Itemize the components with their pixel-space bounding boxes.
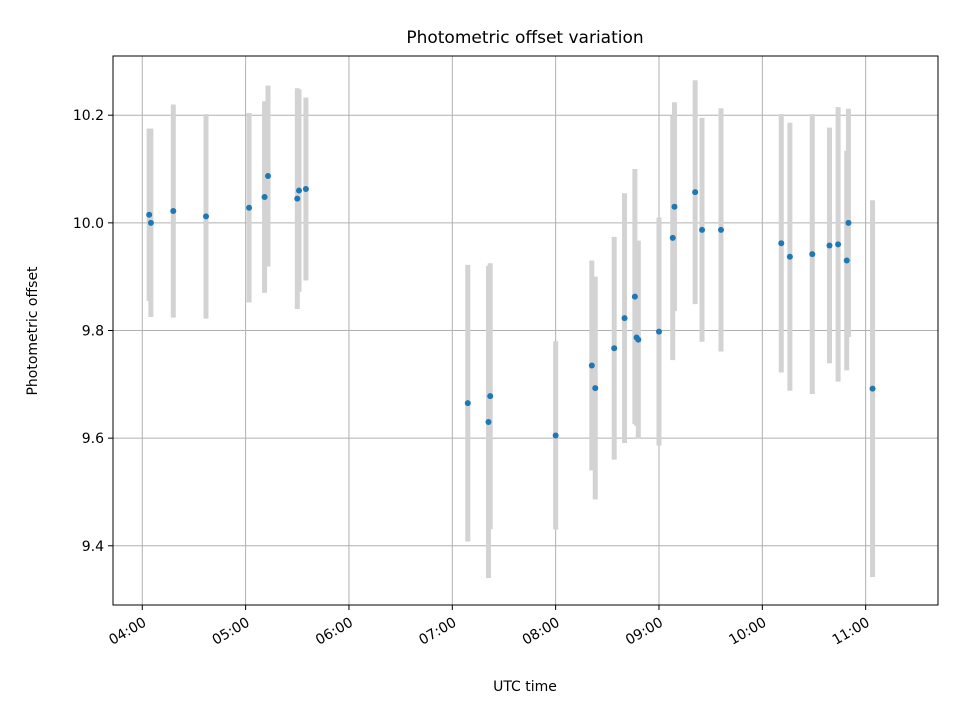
data-point — [655, 328, 662, 335]
data-point — [203, 213, 210, 220]
data-point — [671, 203, 678, 210]
data-point — [669, 234, 676, 241]
data-point — [611, 345, 618, 352]
data-point — [635, 336, 642, 343]
data-point — [146, 211, 153, 218]
data-point — [147, 219, 154, 226]
data-point — [302, 185, 309, 192]
data-point — [631, 293, 638, 300]
y-axis-label: Photometric offset — [25, 266, 41, 396]
data-point — [845, 219, 852, 226]
data-point — [294, 195, 301, 202]
y-tick-label: 9.4 — [82, 539, 104, 555]
data-point — [869, 385, 876, 392]
data-point — [621, 315, 628, 322]
data-points — [146, 173, 876, 439]
data-point — [778, 240, 785, 247]
y-axis: 9.4 9.6 9.8 10.0 10.2 — [73, 108, 113, 555]
data-point — [835, 241, 842, 248]
data-point — [826, 242, 833, 249]
y-tick-label: 9.8 — [82, 324, 104, 340]
y-tick-label: 9.6 — [82, 431, 104, 447]
data-point — [246, 204, 253, 211]
data-point — [692, 189, 699, 196]
data-point — [261, 194, 268, 201]
data-point — [464, 400, 471, 407]
y-tick-label: 10.0 — [73, 216, 104, 232]
chart-title: Photometric offset variation — [406, 28, 643, 48]
data-point — [296, 187, 303, 194]
data-point — [809, 251, 816, 258]
data-point — [592, 385, 599, 392]
data-point — [170, 208, 177, 215]
data-point — [265, 173, 272, 180]
data-point — [552, 432, 559, 439]
x-axis-label: UTC time — [493, 679, 557, 695]
data-point — [717, 226, 724, 233]
data-point — [485, 419, 492, 425]
data-point — [487, 393, 494, 400]
data-point — [699, 226, 706, 233]
data-point — [843, 257, 850, 264]
data-point — [786, 253, 793, 260]
data-point — [588, 362, 595, 369]
y-tick-label: 10.2 — [73, 108, 104, 124]
